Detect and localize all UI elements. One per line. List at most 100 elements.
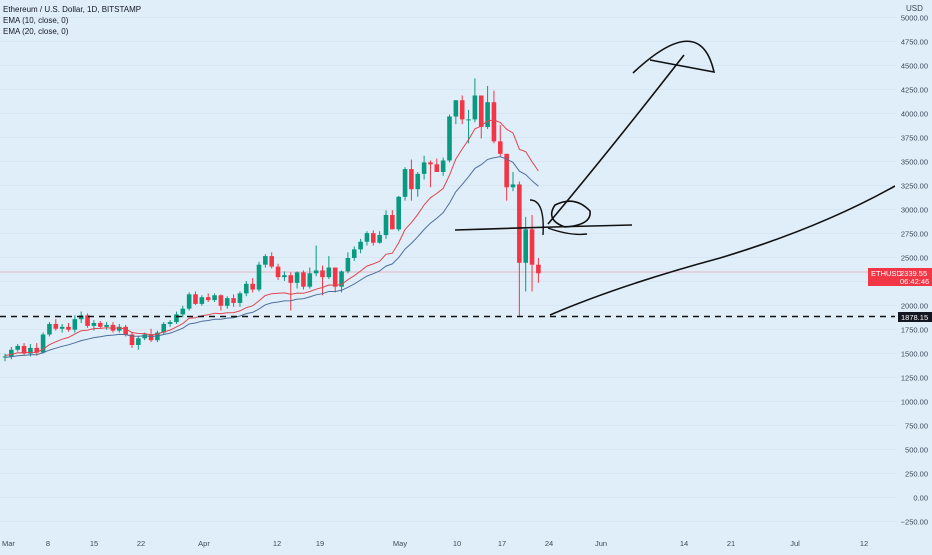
candle-body xyxy=(307,273,313,287)
time-tick-label: 12 xyxy=(860,539,868,548)
drawing-bracket[interactable] xyxy=(529,199,544,236)
candle-body xyxy=(199,297,205,304)
candle-body xyxy=(320,270,325,278)
time-tick-label: Mar xyxy=(2,539,15,548)
candle-body xyxy=(402,169,408,197)
candle-body xyxy=(212,295,217,301)
time-tick-label: 19 xyxy=(316,539,324,548)
candle-body xyxy=(282,275,287,278)
candle-body xyxy=(91,323,97,326)
price-axis[interactable] xyxy=(895,0,932,535)
candle-body xyxy=(275,266,281,278)
candle-body xyxy=(21,345,27,354)
candle-body xyxy=(193,294,198,304)
candle-body xyxy=(472,95,478,120)
time-tick-label: 21 xyxy=(727,539,735,548)
candle-body xyxy=(523,229,528,263)
drawing-up-arrow-stroke[interactable] xyxy=(547,54,685,225)
time-tick-label: 8 xyxy=(46,539,50,548)
candle-body xyxy=(510,184,516,188)
candle-body xyxy=(326,267,332,278)
candle-body xyxy=(9,349,14,357)
candle-body xyxy=(453,100,459,117)
candle-body xyxy=(339,271,344,287)
candle-body xyxy=(364,233,370,242)
time-tick-label: 14 xyxy=(680,539,688,548)
candle-body xyxy=(409,169,414,190)
candle-body xyxy=(85,315,90,326)
candle-body xyxy=(440,160,446,172)
candle-body xyxy=(244,283,249,294)
price-tick-label: 3500.00 xyxy=(901,157,928,166)
price-ticks: 5000.00 4750.00 4500.00 4250.00 4000.00 3750.… xyxy=(901,13,928,526)
candle-body xyxy=(104,324,109,327)
candle-body xyxy=(174,314,179,323)
price-tick-label: 250.00 xyxy=(905,469,928,478)
candle-body xyxy=(288,275,294,283)
time-tick-label: 12 xyxy=(273,539,281,548)
price-badge xyxy=(868,268,932,286)
candle-body xyxy=(148,334,154,341)
legend-title: Ethereum / U.S. Dollar, 1D, BITSTAMP xyxy=(3,5,141,14)
candle-body xyxy=(28,347,33,354)
candle-body xyxy=(428,162,433,165)
price-tick-label: 500.00 xyxy=(905,445,928,454)
candle-body xyxy=(390,214,395,230)
candle-body xyxy=(250,283,255,290)
candle-body xyxy=(53,323,59,329)
price-badge-symbol: ETHUSD xyxy=(871,269,902,278)
drawing-underline[interactable] xyxy=(547,227,588,236)
candle-body xyxy=(529,229,535,265)
candle-body xyxy=(129,334,135,345)
drawing-horizontal-line[interactable] xyxy=(454,224,633,231)
candle-body xyxy=(396,196,401,230)
candle-body xyxy=(117,326,122,331)
candle-body xyxy=(459,100,465,120)
candle-body xyxy=(358,241,363,250)
candle-body xyxy=(72,319,78,330)
candle-body xyxy=(186,294,192,309)
candle-body xyxy=(504,153,509,188)
candle-body xyxy=(231,298,236,303)
candle-body xyxy=(34,347,40,353)
candle-body xyxy=(313,270,319,274)
candle-body xyxy=(447,116,452,161)
price-tick-label: 4000.00 xyxy=(901,109,928,118)
candle-body xyxy=(377,235,382,243)
drawing-circle[interactable] xyxy=(550,200,591,228)
price-tick-label: 4500.00 xyxy=(901,61,928,70)
price-tick-label: 2000.00 xyxy=(901,301,928,310)
price-tick-label: 1750.00 xyxy=(901,325,928,334)
time-axis[interactable] xyxy=(0,535,932,550)
time-tick-label: May xyxy=(393,539,407,548)
legend-ema10: EMA (10, close, 0) xyxy=(3,16,69,25)
time-tick-label: Jun xyxy=(595,539,607,548)
time-tick-label: 17 xyxy=(498,539,506,548)
price-tick-label: 3000.00 xyxy=(901,205,928,214)
candle-body xyxy=(517,184,522,263)
price-tick-label: 3750.00 xyxy=(901,133,928,142)
candle-body xyxy=(40,334,46,353)
candle-body xyxy=(66,326,71,330)
candle-body xyxy=(180,308,186,315)
drawing-arrow-head[interactable] xyxy=(632,40,716,74)
drawing-projection-curve[interactable] xyxy=(549,185,896,316)
ema10-line xyxy=(4,119,539,356)
candle-body xyxy=(434,164,440,172)
currency-label: USD xyxy=(906,4,923,13)
candles[interactable] xyxy=(2,78,541,362)
candle-body xyxy=(491,102,497,142)
support-badge xyxy=(898,312,932,322)
price-badge-price: 2339.55 xyxy=(900,269,927,278)
candle-body xyxy=(383,214,389,236)
candle-body xyxy=(351,249,357,258)
candle-body xyxy=(97,323,103,327)
price-tick-label: 1500.00 xyxy=(901,349,928,358)
time-tick-label: 10 xyxy=(453,539,461,548)
candle-body xyxy=(47,323,52,335)
support-badge-value: 1878.15 xyxy=(901,313,928,322)
time-tick-label: Apr xyxy=(198,539,210,548)
